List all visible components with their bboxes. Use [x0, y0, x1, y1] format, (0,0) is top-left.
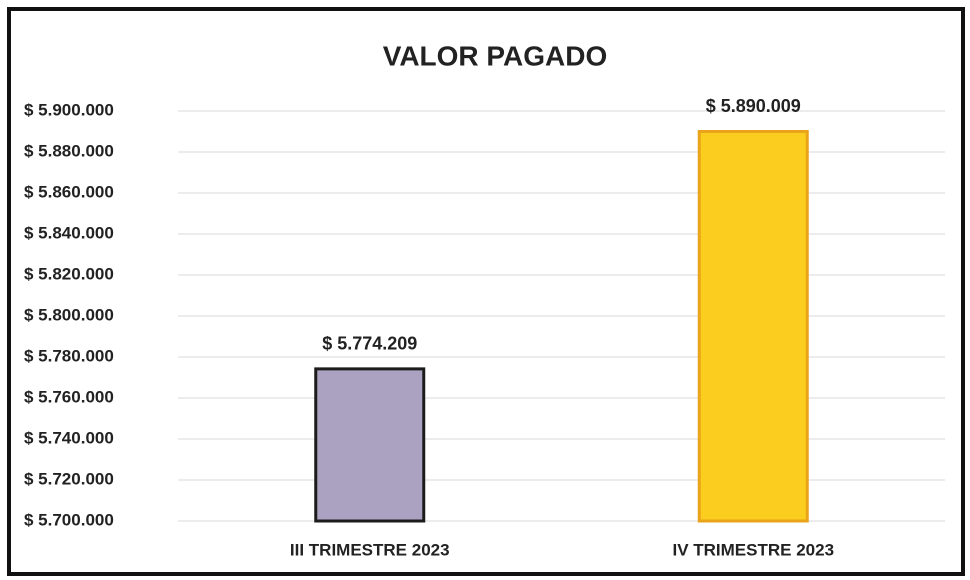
- y-tick-label: $ 5.740.000: [24, 428, 114, 447]
- chart-title: VALOR PAGADO: [383, 40, 608, 71]
- value-label: $ 5.774.209: [322, 334, 417, 354]
- chart-frame: [7, 7, 965, 576]
- y-tick-label: $ 5.880.000: [24, 141, 114, 160]
- y-tick-label: $ 5.700.000: [24, 510, 114, 529]
- x-tick-label: IV TRIMESTRE 2023: [672, 540, 834, 559]
- y-tick-label: $ 5.780.000: [24, 346, 114, 365]
- y-tick-label: $ 5.760.000: [24, 387, 114, 406]
- y-tick-label: $ 5.800.000: [24, 305, 114, 324]
- bar: [697, 129, 809, 523]
- value-label: $ 5.890.009: [706, 96, 801, 116]
- x-tick-label: III TRIMESTRE 2023: [290, 540, 450, 559]
- y-tick-label: $ 5.900.000: [24, 100, 114, 119]
- bar: [314, 367, 426, 523]
- y-tick-label: $ 5.860.000: [24, 182, 114, 201]
- y-tick-label: $ 5.820.000: [24, 264, 114, 283]
- y-tick-label: $ 5.720.000: [24, 469, 114, 488]
- y-tick-label: $ 5.840.000: [24, 223, 114, 242]
